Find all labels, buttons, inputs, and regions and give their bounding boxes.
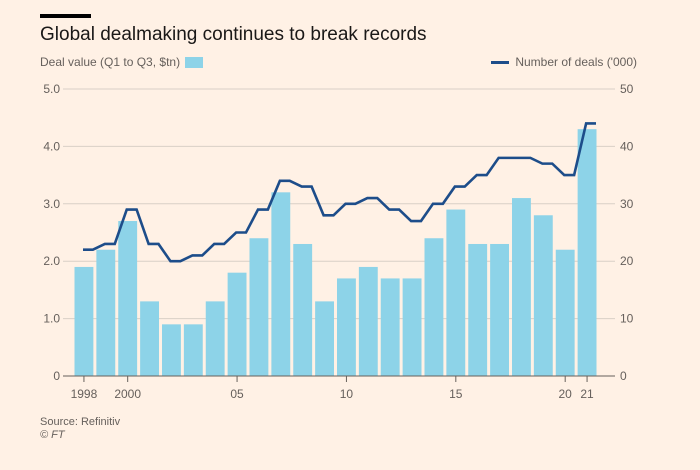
legend-bar-swatch — [185, 56, 204, 68]
legend-number-of-deals-label: Number of deals ('000) — [515, 55, 637, 69]
legend-deal-value-label: Deal value (Q1 to Q3, $tn) — [40, 55, 181, 69]
y-left-tick-label: 5.0 — [43, 82, 60, 96]
bar-deal-value-2018 — [512, 198, 531, 376]
bar-deal-value-2008 — [293, 243, 313, 376]
chart-footer: Source: Refinitiv © FT — [40, 416, 120, 442]
bar-deal-value-2012 — [380, 278, 400, 376]
bar-deal-value-2010 — [337, 278, 356, 376]
bar-deal-value-1999 — [96, 249, 116, 376]
y-right-tick-label: 20 — [620, 254, 634, 268]
x-tick-label: 1998 — [71, 387, 98, 401]
bar-deal-value-1998 — [74, 266, 94, 376]
bar-deal-value-2005 — [227, 272, 247, 376]
axis-layer: 0 1.0 2.0 3.0 4.0 5.0 0 10 20 30 40 50 1998 2000 05 10 1… — [43, 82, 633, 401]
line-number-of-deals — [83, 122, 596, 263]
x-tick-label: 21 — [580, 387, 594, 401]
x-tick-label: 2000 — [114, 387, 141, 401]
x-tick-label: 10 — [340, 387, 354, 401]
chart-title: Global dealmaking continues to break rec… — [40, 24, 427, 45]
y-right-tick-label: 0 — [620, 369, 627, 383]
bar-deal-value-2009 — [315, 301, 334, 376]
bar-deal-value-2004 — [205, 301, 225, 376]
bar-deal-value-2021 — [577, 129, 597, 376]
y-left-tick-label: 1.0 — [43, 312, 60, 326]
bar-deal-value-2015 — [446, 209, 466, 376]
legend-number-of-deals: Number of deals ('000) — [491, 55, 637, 69]
copyright-note: © FT — [40, 429, 65, 441]
bar-deal-value-2002 — [162, 324, 181, 376]
legend-deal-value: Deal value (Q1 to Q3, $tn) — [40, 55, 204, 69]
y-right-tick-label: 10 — [620, 312, 634, 326]
bar-deal-value-2019 — [533, 215, 553, 376]
y-left-tick-label: 2.0 — [43, 254, 60, 268]
bar-deal-value-2016 — [468, 243, 488, 376]
y-left-tick-label: 4.0 — [43, 139, 60, 153]
x-tick-label: 20 — [559, 387, 573, 401]
source-note: Source: Refinitiv — [40, 416, 121, 428]
bar-deal-value-2000 — [118, 221, 138, 376]
y-left-tick-label: 3.0 — [43, 197, 60, 211]
bar-deal-value-2007 — [271, 192, 291, 376]
y-right-tick-label: 50 — [620, 82, 634, 96]
bar-deal-value-2011 — [358, 266, 378, 376]
bar-deal-value-2013 — [402, 278, 422, 376]
y-right-tick-label: 30 — [620, 197, 634, 211]
bar-deal-value-2017 — [490, 243, 509, 376]
bar-deal-value-2001 — [140, 301, 159, 376]
bar-deal-value-2003 — [183, 324, 203, 376]
x-tick-label: 15 — [449, 387, 463, 401]
legend-line-swatch — [491, 60, 510, 64]
bar-deal-value-2014 — [424, 238, 444, 376]
y-right-tick-label: 40 — [620, 139, 634, 153]
bar-deal-value-2006 — [249, 238, 269, 376]
bar-deal-value-2020 — [555, 249, 575, 376]
ft-top-rule — [40, 14, 91, 18]
x-tick-label: 05 — [230, 387, 244, 401]
y-left-tick-label: 0 — [53, 369, 60, 383]
bars-layer — [74, 129, 597, 376]
line-layer — [83, 122, 596, 263]
